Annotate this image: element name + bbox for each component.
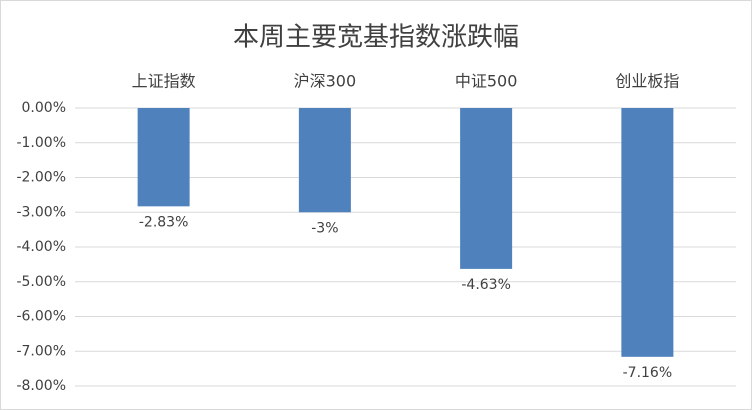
x-tick-label: 创业板指 [615, 72, 679, 91]
y-tick-label: 0.00% [22, 100, 66, 116]
y-tick-label: -3.00% [16, 204, 66, 220]
x-tick-label: 沪深300 [294, 72, 357, 91]
chart-title: 本周主要宽基指数涨跌幅 [233, 23, 519, 53]
value-label: -7.16% [623, 365, 673, 381]
y-tick-label: -7.00% [16, 343, 66, 359]
y-tick-label: -2.00% [16, 170, 66, 186]
value-label: -4.63% [461, 277, 511, 293]
y-tick-label: -5.00% [16, 274, 66, 290]
value-label: -3% [311, 220, 338, 236]
bar [298, 108, 351, 213]
y-tick-label: -8.00% [16, 378, 66, 394]
x-tick-label: 中证500 [455, 72, 518, 91]
bar [460, 108, 513, 269]
value-label: -2.83% [139, 214, 189, 230]
y-tick-label: -6.00% [16, 309, 66, 325]
bar [621, 108, 674, 357]
y-tick-label: -1.00% [16, 135, 66, 151]
x-tick-label: 上证指数 [132, 72, 196, 91]
bar [137, 108, 190, 207]
y-tick-label: -4.00% [16, 239, 66, 255]
